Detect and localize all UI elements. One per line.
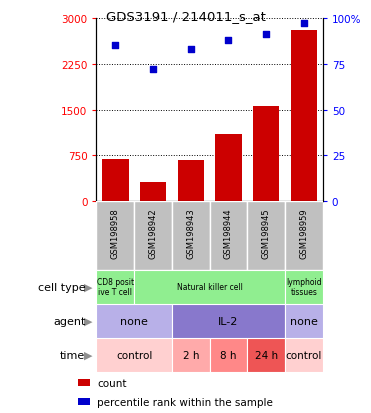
Text: ▶: ▶: [84, 350, 93, 360]
Bar: [291, 31, 317, 202]
Bar: [285, 304, 323, 338]
Bar: [78, 398, 90, 405]
Bar: [210, 202, 247, 270]
Text: agent: agent: [53, 316, 85, 326]
Point: [301, 21, 307, 27]
Text: control: control: [286, 350, 322, 360]
Text: time: time: [60, 350, 85, 360]
Bar: [172, 304, 285, 338]
Bar: [134, 270, 285, 304]
Text: Natural killer cell: Natural killer cell: [177, 282, 243, 292]
Bar: [134, 202, 172, 270]
Text: IL-2: IL-2: [218, 316, 239, 326]
Text: none: none: [120, 316, 148, 326]
Text: GSM198945: GSM198945: [262, 207, 271, 258]
Text: CD8 posit
ive T cell: CD8 posit ive T cell: [97, 278, 134, 297]
Text: GSM198959: GSM198959: [299, 207, 308, 258]
Text: 24 h: 24 h: [255, 350, 278, 360]
Text: GSM198943: GSM198943: [186, 207, 195, 258]
Point: [263, 32, 269, 38]
Bar: [247, 202, 285, 270]
Bar: [78, 379, 90, 386]
Bar: [102, 159, 128, 202]
Text: ▶: ▶: [84, 316, 93, 326]
Point: [226, 37, 232, 44]
Bar: [285, 202, 323, 270]
Bar: [215, 135, 242, 202]
Bar: [140, 183, 166, 202]
Text: cell type: cell type: [38, 282, 85, 292]
Text: GSM198944: GSM198944: [224, 207, 233, 258]
Text: GSM198942: GSM198942: [148, 207, 158, 258]
Text: ▶: ▶: [84, 282, 93, 292]
Bar: [96, 338, 172, 372]
Text: lymphoid
tissues: lymphoid tissues: [286, 278, 322, 297]
Text: control: control: [116, 350, 152, 360]
Bar: [96, 304, 172, 338]
Bar: [96, 202, 134, 270]
Point: [188, 46, 194, 53]
Point: [150, 66, 156, 73]
Bar: [96, 270, 134, 304]
Bar: [172, 202, 210, 270]
Point: [112, 43, 118, 50]
Bar: [178, 160, 204, 202]
Text: none: none: [290, 316, 318, 326]
Bar: [247, 338, 285, 372]
Text: GDS3191 / 214011_s_at: GDS3191 / 214011_s_at: [106, 10, 265, 23]
Bar: [253, 107, 279, 202]
Bar: [285, 270, 323, 304]
Bar: [285, 338, 323, 372]
Text: 2 h: 2 h: [183, 350, 199, 360]
Text: percentile rank within the sample: percentile rank within the sample: [97, 396, 273, 407]
Text: count: count: [97, 378, 127, 388]
Text: 8 h: 8 h: [220, 350, 237, 360]
Bar: [210, 338, 247, 372]
Text: GSM198958: GSM198958: [111, 207, 120, 258]
Bar: [172, 338, 210, 372]
